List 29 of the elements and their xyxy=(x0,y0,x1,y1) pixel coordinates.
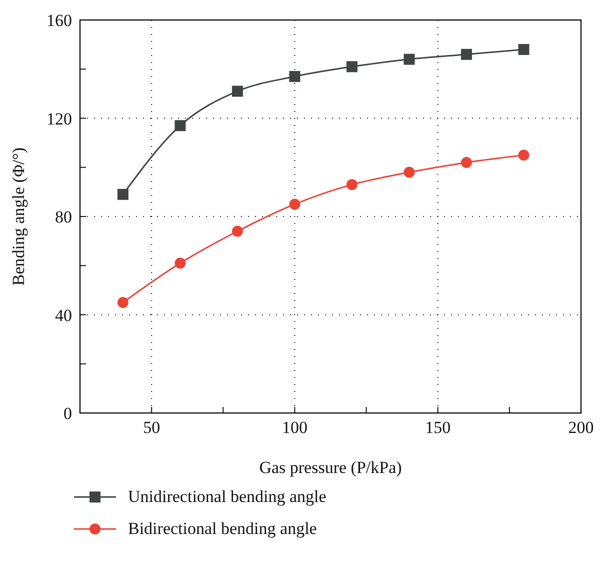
x-tick-label: 50 xyxy=(143,418,160,438)
point xyxy=(117,296,128,308)
y-tick-label: 160 xyxy=(46,11,72,30)
legend-label: Bidirectional bending angle xyxy=(128,519,317,539)
y-axis-title: Bending angle (Φ/°) xyxy=(9,147,28,286)
point xyxy=(460,156,472,168)
point xyxy=(117,188,128,200)
point xyxy=(346,179,358,190)
point xyxy=(174,120,186,132)
point xyxy=(174,258,186,269)
legend-label: Unidirectional bending angle xyxy=(128,487,326,507)
point xyxy=(289,70,300,82)
y-tick-label: 80 xyxy=(55,208,72,227)
y-tick-label: 120 xyxy=(46,109,72,128)
x-axis-title: Gas pressure (P/kPa) xyxy=(259,458,402,477)
x-tick-label: 150 xyxy=(425,418,451,438)
y-tick-label: 0 xyxy=(64,404,72,424)
point xyxy=(518,150,530,161)
x-tick-label: 100 xyxy=(282,418,308,438)
point xyxy=(232,86,243,97)
x-tick-label: 200 xyxy=(568,418,594,438)
y-tick-label: 40 xyxy=(55,306,72,325)
point xyxy=(404,54,415,65)
point xyxy=(232,226,243,237)
point xyxy=(518,44,530,55)
point xyxy=(346,61,358,72)
point xyxy=(460,48,472,60)
point xyxy=(404,166,415,178)
point xyxy=(289,198,300,210)
